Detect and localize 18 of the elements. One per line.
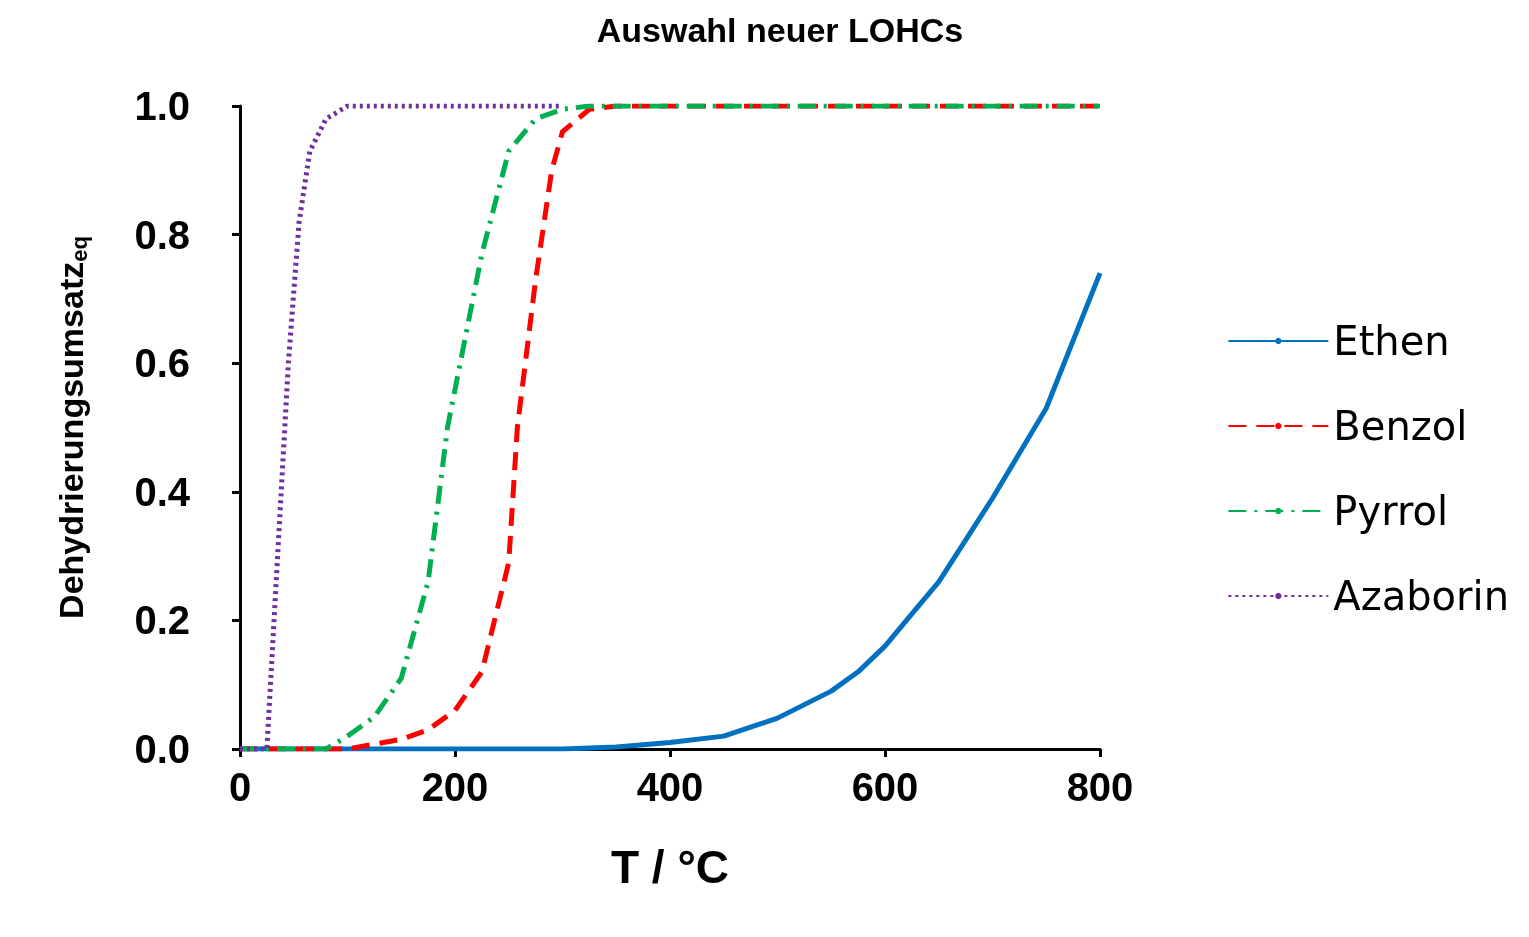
x-tick-label: 400 — [636, 765, 704, 809]
y-tick-label: 0.0 — [134, 727, 190, 771]
y-tick-label: 0.4 — [134, 469, 191, 514]
y-axis-title: Dehydrierungsumsatzeq — [52, 236, 92, 619]
x-tick-label: 200 — [421, 765, 489, 809]
y-tick-label: 0.6 — [134, 341, 190, 386]
x-axis-title: T / °C — [610, 841, 730, 893]
legend-label: Azaborin — [1333, 573, 1510, 619]
legend-label: Pyrrol — [1333, 488, 1449, 534]
x-tick-label: 800 — [1066, 765, 1134, 809]
y-tick-label: 0.2 — [134, 598, 190, 643]
legend-label: Benzol — [1333, 403, 1468, 449]
y-tick-label: 1.0 — [134, 84, 190, 128]
y-tick-label: 0.8 — [134, 212, 190, 257]
legend-label: Ethen — [1333, 318, 1450, 364]
chart-title: Auswahl neuer LOHCs — [596, 11, 964, 49]
x-tick-label: 0 — [228, 765, 252, 809]
x-tick-label: 600 — [851, 765, 919, 809]
